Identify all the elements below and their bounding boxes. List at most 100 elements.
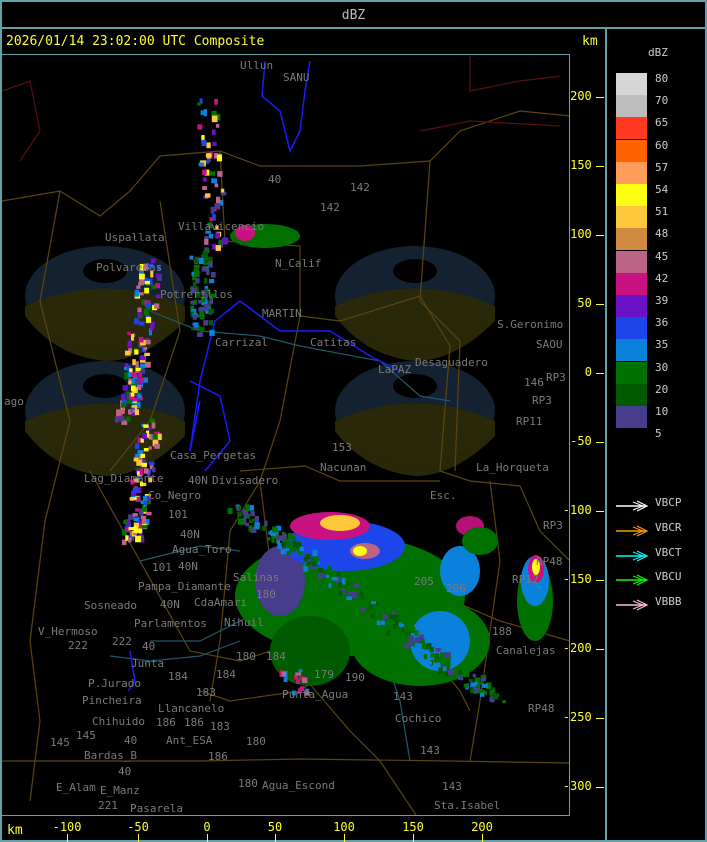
echo-cell — [371, 601, 377, 605]
echo-cell — [193, 264, 200, 269]
echo-cell — [283, 676, 288, 683]
title-bar: dBZ — [0, 0, 707, 29]
arrow-icon — [616, 599, 649, 611]
place-label: 205 — [414, 575, 434, 588]
echo-cell — [132, 374, 138, 381]
border — [469, 56, 561, 92]
echo-cell — [302, 677, 308, 684]
legend-label: 35 — [655, 338, 669, 352]
echo-cell — [145, 302, 151, 308]
legend-color-20 — [616, 383, 647, 406]
echo-cell — [204, 292, 208, 299]
echo-cell — [149, 463, 154, 470]
echo-weak — [255, 546, 305, 616]
echo-cell — [211, 115, 218, 123]
echo-cell — [209, 171, 216, 176]
place-label: E_Manz — [100, 784, 140, 797]
echo-cell — [292, 540, 298, 548]
echo-cell — [142, 432, 148, 440]
y-tick — [596, 718, 604, 719]
river-boundary — [261, 60, 311, 154]
echo-cell — [262, 525, 266, 532]
echo-cell — [133, 478, 140, 483]
echo-cell — [321, 577, 326, 585]
place-label: 40N — [188, 474, 208, 487]
place-label: Salinas — [233, 571, 279, 584]
echo-cell — [423, 654, 427, 660]
place-label: 184 — [216, 668, 236, 681]
echo-cell — [400, 623, 405, 628]
place-label: RP11 — [516, 415, 543, 428]
echo-cell — [152, 433, 158, 440]
place-label: 40 — [142, 640, 155, 653]
y-tick — [596, 580, 604, 581]
echo-cell — [137, 307, 142, 313]
echo-cell — [131, 405, 138, 410]
echo-cell — [249, 505, 255, 511]
echo-cell — [139, 356, 146, 361]
echo-cell — [435, 648, 441, 652]
echo-cell — [215, 123, 220, 128]
echo-cell — [189, 255, 194, 260]
echo-cell — [411, 626, 416, 632]
river-boundary — [189, 300, 401, 452]
echo-cell — [204, 278, 208, 284]
y-axis-unit: km — [582, 34, 598, 49]
place-label: Uspallata — [105, 231, 165, 244]
echo-cell — [470, 687, 474, 693]
echo-cell — [468, 678, 474, 683]
echo-cell — [138, 455, 143, 461]
echo-cell — [324, 574, 330, 581]
echo-cell — [289, 545, 295, 553]
place-label: P.Jurado — [88, 677, 141, 690]
y-tick-label: 50 — [577, 296, 592, 310]
echo-cell — [139, 269, 144, 276]
place-label: 145 — [50, 736, 70, 749]
echo-cell — [194, 270, 200, 278]
echo-cell — [152, 440, 159, 447]
echo-cell — [205, 230, 212, 234]
echo-cell — [264, 520, 268, 527]
timestamp: 2026/01/14 23:02:00 UTC Composite — [6, 34, 265, 49]
echo-cell — [346, 596, 353, 601]
y-tick — [596, 304, 604, 305]
echo-cell — [203, 303, 210, 311]
echo-cell — [215, 225, 219, 230]
echo-cell — [483, 691, 488, 695]
place-label: Polvaredas — [96, 261, 162, 274]
y-tick — [596, 787, 604, 788]
echo-cell — [120, 402, 126, 408]
echo-cell — [148, 446, 152, 450]
echo-cell — [137, 450, 144, 457]
x-tick-label: 150 — [402, 820, 424, 834]
place-label: Lag_Diamante — [84, 472, 163, 485]
echo-cell — [275, 525, 282, 531]
echo-cell — [138, 371, 143, 377]
echo-cell — [206, 142, 211, 149]
echo-cell — [328, 583, 333, 588]
place-label: Nacunan — [320, 461, 366, 474]
echo-cell — [127, 372, 132, 378]
x-tick — [344, 834, 345, 842]
x-tick-label: -100 — [52, 820, 82, 834]
echo-cell — [131, 412, 137, 416]
echo-cell — [132, 515, 136, 520]
echo-cell — [216, 196, 221, 204]
echo-cell — [442, 666, 447, 672]
echo-cell — [147, 426, 151, 432]
echo-cell — [245, 513, 251, 519]
y-tick-label: -100 — [562, 503, 592, 517]
echo-cell — [145, 315, 150, 319]
echo-cell — [470, 682, 476, 687]
echo-cell — [430, 653, 437, 658]
echo-cell — [127, 340, 132, 348]
border — [419, 120, 561, 132]
echo-strong — [235, 225, 255, 241]
echo-cell — [348, 587, 354, 592]
radar-map[interactable]: Ullun SANU 40 142 142 Uspallata Villavicencio N… — [2, 54, 570, 816]
river-boundary — [127, 650, 136, 692]
echo-cell — [214, 183, 219, 188]
echo-cell — [201, 139, 207, 147]
echo-cell — [137, 381, 142, 388]
road — [259, 480, 417, 815]
